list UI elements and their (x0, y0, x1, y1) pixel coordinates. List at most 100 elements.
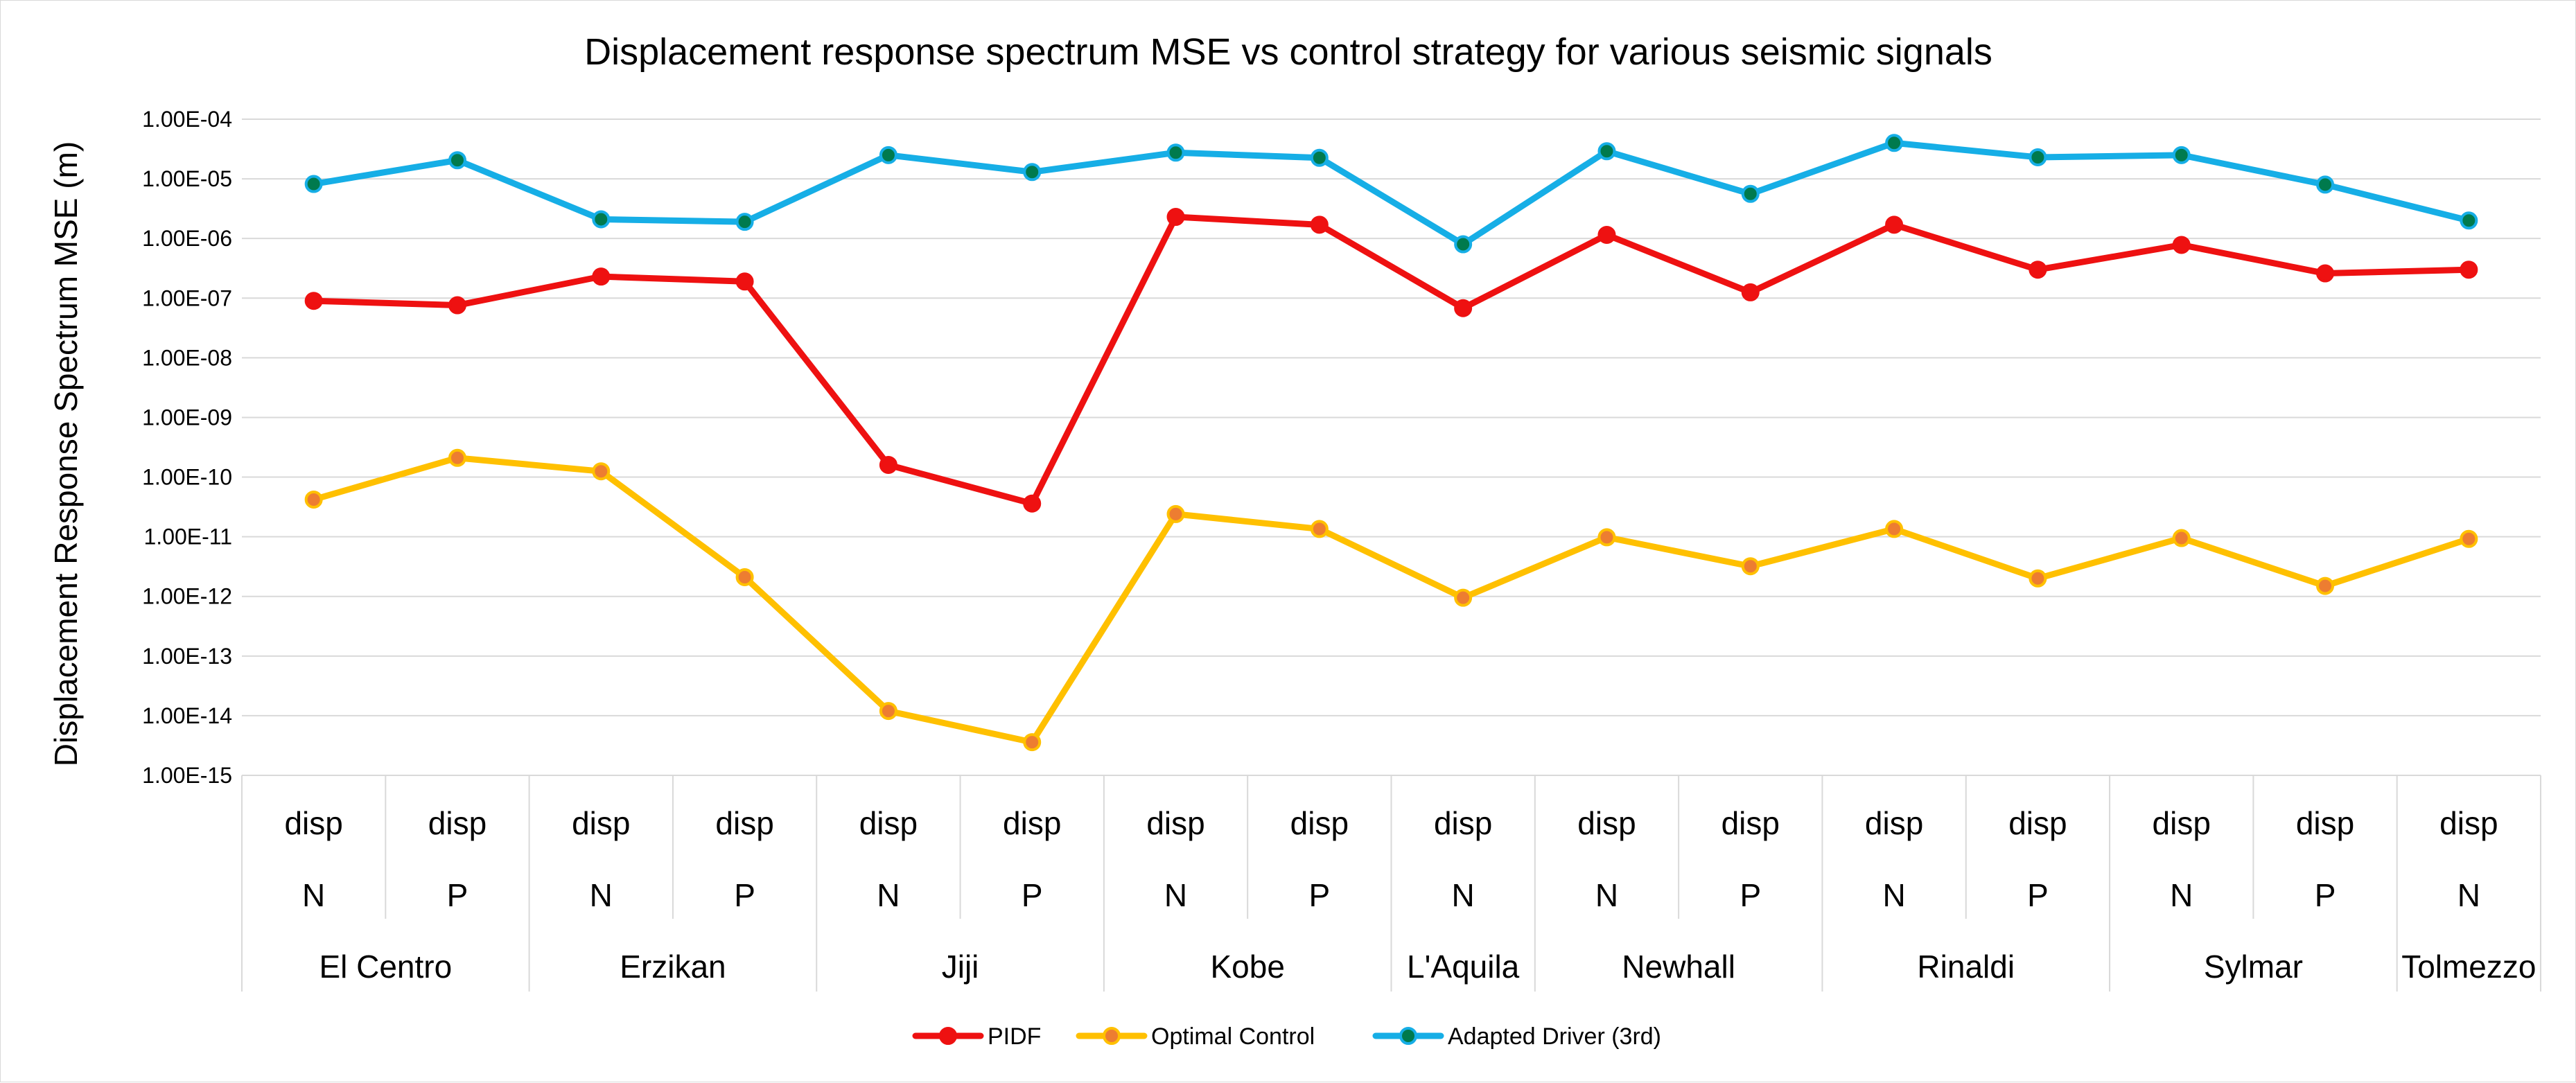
data-point (304, 490, 323, 509)
data-point (1885, 520, 1904, 538)
x-tick-label-type: disp (1577, 805, 1636, 841)
axis-layer: 1.00E-04 1.00E-05 1.00E-06 1.00E-07 1.00E-08… (142, 107, 2541, 992)
y-tick-label: 1.00E-15 (142, 763, 232, 788)
data-point (2316, 264, 2335, 283)
data-point (1023, 494, 1042, 513)
data-point (592, 210, 611, 229)
data-point (735, 213, 754, 231)
x-tick-label-variant: P (2315, 877, 2336, 913)
x-tick-label-variant: N (590, 877, 613, 913)
data-point (2172, 529, 2191, 547)
x-group-label: Newhall (1622, 949, 1735, 985)
legend-swatch-marker (939, 1027, 957, 1045)
x-tick-label-type: disp (572, 805, 630, 841)
data-point (879, 455, 897, 474)
legend-label: PIDF (988, 1023, 1041, 1050)
y-tick-label: 1.00E-08 (142, 345, 232, 370)
data-point (1454, 299, 1473, 317)
data-point (1310, 520, 1329, 538)
x-tick-label-variant: P (447, 877, 468, 913)
data-point (1310, 148, 1329, 167)
data-point (304, 292, 323, 310)
x-group-label: Tolmezzo (2401, 949, 2536, 985)
x-group-label: Rinaldi (1917, 949, 2015, 985)
x-tick-label-type: disp (1434, 805, 1492, 841)
data-point (2172, 236, 2191, 254)
data-point (1310, 215, 1329, 234)
data-point (1741, 184, 1760, 203)
data-point (448, 296, 466, 315)
x-tick-label-type: disp (859, 805, 918, 841)
x-tick-label-variant: P (734, 877, 755, 913)
data-point (879, 702, 897, 721)
data-point (2172, 146, 2191, 164)
data-point (735, 567, 754, 586)
grid-layer (242, 118, 2541, 776)
y-tick-label: 1.00E-05 (142, 166, 232, 191)
data-point (304, 175, 323, 193)
y-axis-label: Displacement Response Spectrum MSE (m) (48, 141, 84, 766)
data-point (1597, 528, 1616, 547)
data-point (1597, 225, 1616, 244)
data-point (448, 151, 466, 170)
data-point (1741, 557, 1760, 576)
data-point (2029, 148, 2047, 166)
x-tick-label-variant: P (1022, 877, 1043, 913)
x-tick-label-type: disp (1290, 805, 1349, 841)
data-point (1166, 208, 1185, 227)
legend-label: Adapted Driver (3rd) (1448, 1023, 1661, 1050)
legend-swatch-marker (1103, 1027, 1121, 1045)
x-tick-label-variant: N (1164, 877, 1187, 913)
x-group-label: Jiji (942, 949, 979, 985)
x-tick-label-variant: N (877, 877, 900, 913)
data-point (2029, 261, 2047, 279)
series-line-2 (310, 139, 2472, 248)
x-tick-label-type: disp (284, 805, 342, 841)
x-group-label: L'Aquila (1407, 949, 1520, 985)
data-point (592, 462, 611, 481)
data-point (2029, 569, 2047, 588)
data-point (2316, 576, 2335, 595)
x-group-label: Erzikan (620, 949, 726, 985)
x-tick-label-type: disp (1003, 805, 1061, 841)
x-tick-label-type: disp (1721, 805, 1780, 841)
x-tick-label-variant: N (302, 877, 325, 913)
x-tick-label-variant: N (2457, 877, 2480, 913)
data-point (2460, 529, 2478, 548)
x-tick-label-variant: P (1740, 877, 1761, 913)
x-group-label: Kobe (1210, 949, 1284, 985)
data-point (1023, 163, 1042, 182)
y-tick-label: 1.00E-06 (142, 226, 232, 251)
x-tick-label-type: disp (1865, 805, 1923, 841)
data-point (1166, 504, 1185, 523)
x-tick-label-type: disp (428, 805, 487, 841)
chart-title: Displacement response spectrum MSE vs co… (584, 31, 1992, 73)
y-tick-label: 1.00E-11 (144, 525, 233, 549)
x-tick-label-type: disp (2008, 805, 2067, 841)
x-tick-label-type: disp (2153, 805, 2211, 841)
y-tick-label: 1.00E-10 (142, 465, 232, 490)
data-point (592, 267, 611, 286)
y-tick-label: 1.00E-07 (142, 285, 232, 310)
data-point (1023, 733, 1042, 752)
x-tick-label-type: disp (1146, 805, 1204, 841)
x-tick-label-type: disp (715, 805, 773, 841)
x-tick-label-variant: P (1309, 877, 1331, 913)
series-line-0 (310, 213, 2472, 507)
y-tick-label: 1.00E-09 (142, 405, 232, 430)
data-point (448, 448, 466, 467)
y-tick-label: 1.00E-14 (142, 703, 232, 728)
data-point (2460, 211, 2478, 230)
data-point (1166, 143, 1185, 162)
x-tick-label-variant: N (2170, 877, 2193, 913)
data-point (1454, 235, 1473, 254)
data-point (735, 272, 754, 291)
data-point (879, 146, 897, 164)
series-layer (304, 134, 2478, 752)
x-tick-label-type: disp (2296, 805, 2354, 841)
x-tick-label-variant: N (1595, 877, 1618, 913)
y-tick-label: 1.00E-04 (142, 107, 232, 132)
series-line-1 (310, 455, 2472, 746)
